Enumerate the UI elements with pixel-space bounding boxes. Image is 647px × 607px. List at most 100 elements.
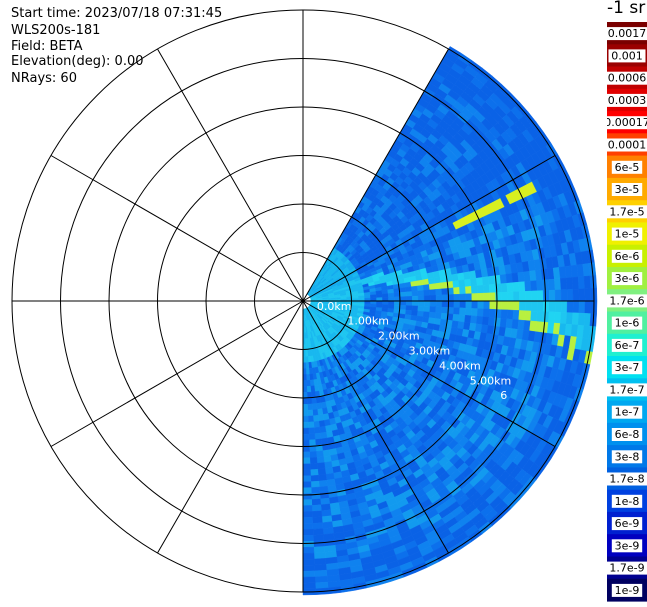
sector-cell [482, 308, 490, 318]
sector-cell [459, 307, 467, 316]
sector-cell [524, 280, 532, 292]
colorbar-label: 0.00017 [607, 116, 647, 129]
sector-cell [435, 288, 443, 296]
sector-cell [452, 313, 460, 322]
sector-cell [312, 516, 323, 524]
sector-cell [470, 285, 478, 294]
sector-cell [506, 282, 514, 293]
sector-cell [352, 295, 359, 300]
sector-cell [566, 288, 574, 302]
sector-cell [302, 398, 308, 405]
sector-cell [434, 282, 442, 290]
azimuth-spoke [157, 300, 304, 554]
sector-cell [476, 315, 484, 325]
sector-cell [411, 290, 419, 297]
range-label: 2.00km [378, 330, 420, 343]
sector-cell [376, 293, 383, 299]
sector-cell [487, 317, 496, 327]
sector-cell [453, 307, 461, 315]
sector-cell [302, 552, 315, 560]
range-label: 0.0km [317, 300, 352, 313]
colorbar-label: 1.7e-8 [609, 473, 644, 486]
colorbar-label-bg [607, 138, 647, 152]
sector-cell [423, 306, 431, 313]
sector-cell [464, 314, 472, 324]
sector-cell [411, 310, 419, 317]
colorbar-label: 1e-7 [615, 406, 640, 419]
azimuth-spoke [302, 300, 556, 447]
sector-cell [302, 439, 310, 447]
sector-cell [302, 523, 314, 530]
sector-cell [560, 289, 568, 302]
sector-cell [416, 279, 424, 287]
sector-cell [313, 552, 326, 560]
sector-cell [483, 300, 491, 310]
colorbar-label: 0.0003 [608, 94, 647, 107]
sector-cell [310, 486, 321, 494]
sector-cell [302, 487, 312, 494]
colorbar-label: 1.7e-6 [609, 294, 644, 307]
colorbar-title: -1 sr [607, 0, 646, 18]
sector-cell [411, 295, 419, 302]
sector-cell [318, 479, 328, 488]
sector-cell [459, 293, 467, 302]
sector-cell [507, 300, 514, 311]
sector-cell [316, 462, 326, 470]
sector-cell [317, 474, 327, 482]
colorbar-label-bg [611, 316, 643, 330]
colorbar-label: 0.001 [611, 49, 643, 62]
sector-cell [471, 300, 479, 309]
sector-cell [441, 288, 449, 296]
sector-cell [410, 280, 418, 287]
sector-cell [441, 294, 449, 302]
start-time: Start time: 2023/07/18 07:31:45 [11, 6, 223, 21]
sector-cell [565, 312, 574, 325]
colorbar-label-bg [607, 472, 647, 486]
sector-cell [440, 312, 448, 321]
sector-cell [309, 451, 317, 459]
range-label: 4.00km [439, 359, 481, 372]
sector-cell [399, 287, 407, 293]
colorbar-label-bg [611, 272, 643, 286]
sector-cell [433, 276, 442, 284]
sector-cell [306, 379, 311, 387]
sector-cell [554, 289, 562, 302]
sector-cell [441, 300, 449, 308]
sector-cell [319, 425, 327, 434]
colorbar-label: 1e-5 [615, 228, 640, 241]
sector-cell [560, 300, 568, 313]
sector-cell [470, 308, 478, 317]
sector-cell [302, 451, 311, 459]
sector-cell [560, 312, 568, 325]
sector-cell [314, 438, 323, 446]
sector-cell [513, 291, 520, 302]
colorbar-label: 3e-6 [615, 272, 640, 285]
sector-cell [434, 312, 442, 320]
sector-cell [423, 289, 431, 296]
sector-cell [405, 300, 413, 307]
sector-cell [307, 415, 314, 423]
sector-cell [309, 457, 318, 465]
sector-cell [427, 277, 436, 285]
sector-cell [459, 286, 467, 295]
sector-cell [382, 297, 389, 302]
colorbar-label-bg [611, 160, 643, 174]
sector-cell [525, 290, 532, 302]
colorbar: 0.0017 0.001 0.0006 0.0003 0.00017 0.0001 6e-5… [607, 22, 647, 602]
colorbar-label-bg [607, 561, 647, 575]
sector-cell [308, 439, 316, 447]
colorbar-label-bg [611, 405, 643, 419]
sector-cell [458, 279, 466, 288]
sector-cell [302, 415, 309, 423]
colorbar-label: 1.7e-5 [609, 205, 644, 218]
sector-cell [302, 534, 314, 542]
colorbar-label-bg [607, 116, 647, 130]
sector-cell [501, 291, 508, 302]
colorbar-label: 3e-5 [615, 183, 640, 196]
sector-cell [578, 288, 586, 302]
sector-cell [507, 291, 514, 302]
sector-cell [435, 294, 443, 302]
sector-cell [572, 300, 580, 314]
sector-cell [302, 475, 312, 483]
sector-cell [302, 380, 307, 387]
